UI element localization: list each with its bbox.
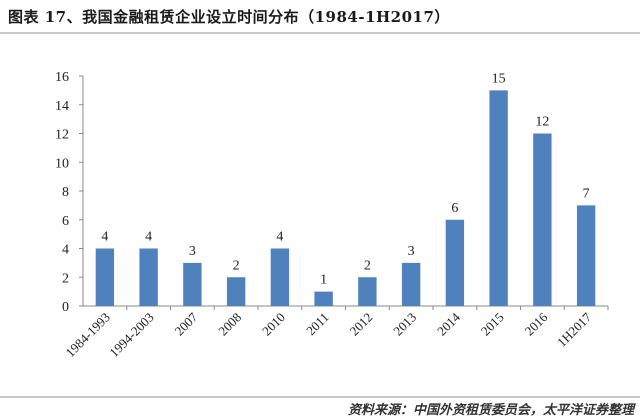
y-axis-ticks: 0 2 4 6 8 10 12 14 16 <box>55 70 83 315</box>
data-label: 2 <box>233 258 240 273</box>
bar <box>576 205 596 306</box>
data-label: 2 <box>364 258 371 273</box>
y-tick-label: 10 <box>55 156 69 171</box>
data-label: 1 <box>320 273 327 288</box>
data-label: 4 <box>101 230 108 245</box>
y-tick-label: 12 <box>55 128 69 143</box>
x-tick-label: 2012 <box>347 310 376 339</box>
y-tick-label: 6 <box>62 214 69 229</box>
data-label: 6 <box>451 201 458 216</box>
bar <box>95 248 115 306</box>
bar <box>183 262 202 306</box>
bottom-divider <box>0 396 640 398</box>
chart-title: 图表 17、我国金融租赁企业设立时间分布（1984-1H2017） <box>8 8 450 26</box>
y-tick-label: 2 <box>62 271 69 286</box>
x-tick-label: 2014 <box>434 309 463 338</box>
data-label: 4 <box>276 230 283 245</box>
bar <box>139 248 158 306</box>
bar <box>401 262 421 306</box>
x-tick-label: 2008 <box>215 310 244 339</box>
x-tick-label: 1984-1993 <box>63 310 113 360</box>
y-tick-label: 0 <box>62 300 69 315</box>
bar <box>270 248 290 306</box>
x-tick-label: 2007 <box>172 309 201 338</box>
bar <box>489 90 508 306</box>
data-label: 3 <box>189 244 196 259</box>
data-label: 12 <box>535 115 549 130</box>
x-tick-label: 2016 <box>522 309 551 338</box>
x-tick-label: 2011 <box>303 310 332 339</box>
x-tick-label: 1H2017 <box>554 309 595 350</box>
top-divider <box>0 32 640 34</box>
bar <box>533 133 552 306</box>
data-label: 7 <box>583 186 590 201</box>
x-tick-label: 2015 <box>478 310 507 339</box>
bar <box>226 277 246 306</box>
x-tick-label: 2010 <box>259 310 288 339</box>
data-label: 15 <box>492 71 506 86</box>
y-tick-label: 14 <box>55 99 69 114</box>
data-label: 4 <box>145 230 152 245</box>
bar <box>445 219 465 306</box>
y-tick-label: 16 <box>55 70 69 85</box>
bar <box>314 291 333 306</box>
y-tick-label: 4 <box>62 243 69 258</box>
y-tick-label: 8 <box>62 185 69 200</box>
chart-area: 0 2 4 6 8 10 12 14 16 4 4 3 2 4 1 2 3 6 15 12 7 1984-1993 19… <box>28 56 618 376</box>
x-tick-label: 1994-2003 <box>106 310 156 360</box>
source-note: 资料来源：中国外资租赁委员会，太平洋证券整理 <box>347 403 634 418</box>
bar <box>358 277 377 306</box>
data-label: 3 <box>408 244 415 259</box>
x-tick-label: 2013 <box>390 310 419 339</box>
